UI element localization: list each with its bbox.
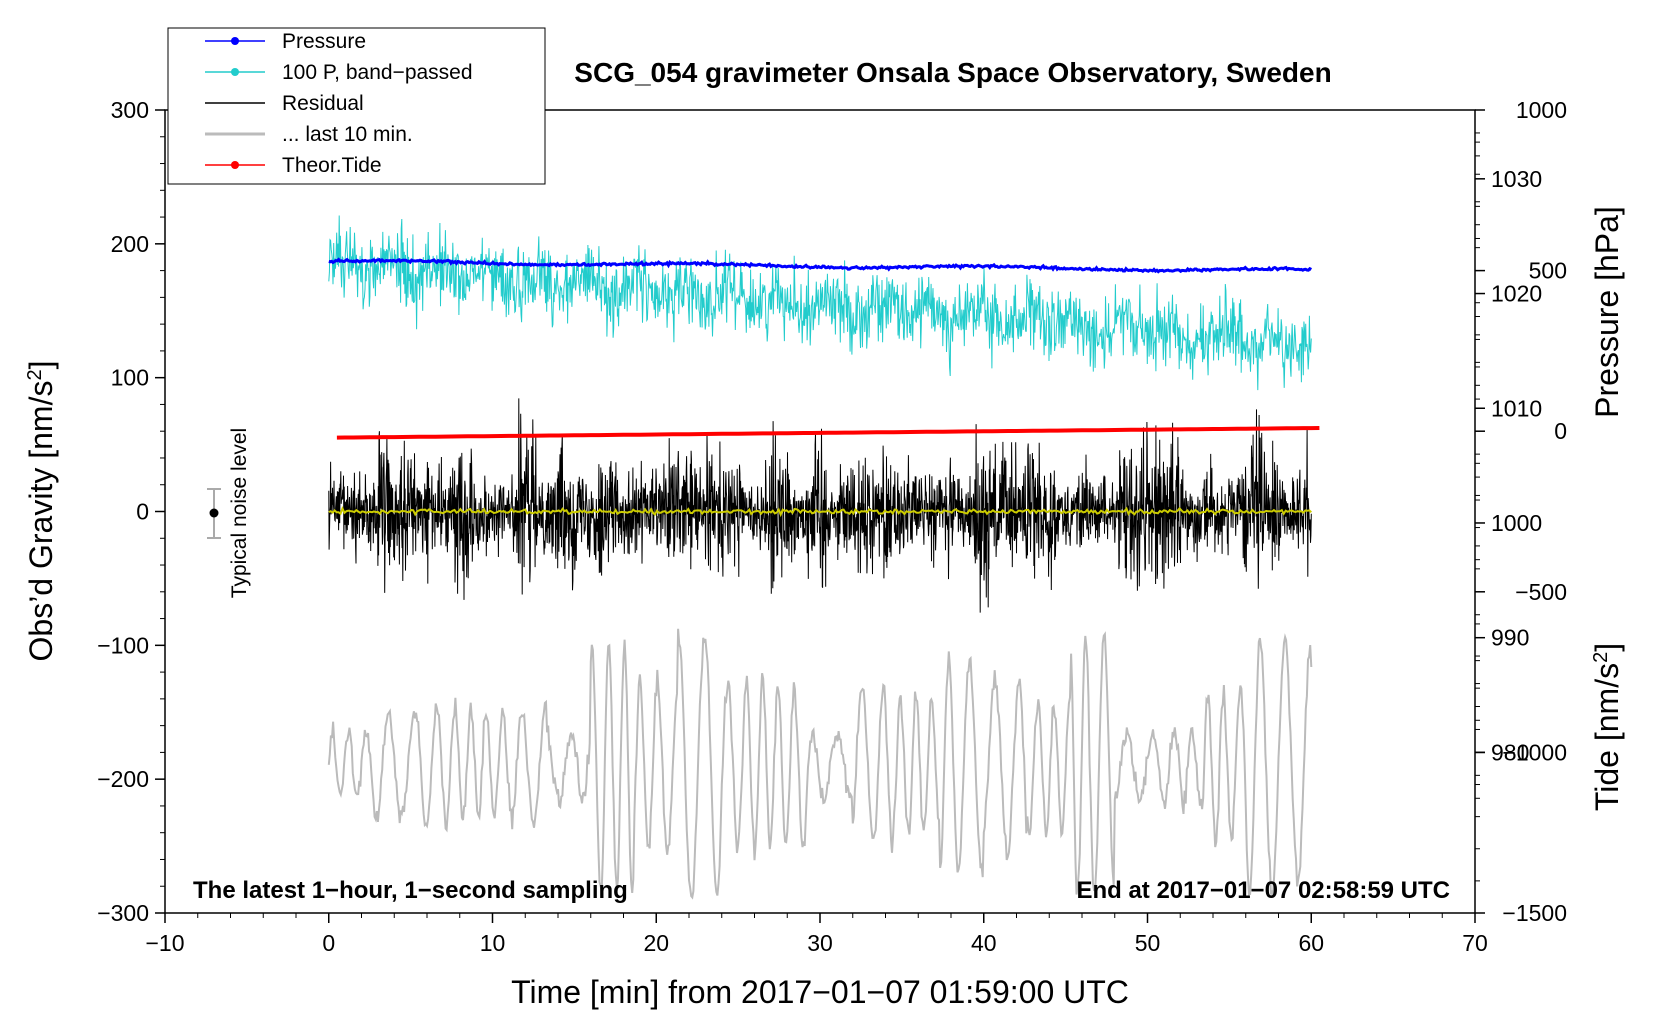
noise-bar-label: Typical noise level	[228, 428, 251, 598]
x-tick-label: 0	[322, 930, 335, 956]
tide-tick-label: −1500	[1502, 900, 1567, 926]
legend-label: Residual	[282, 92, 364, 115]
pressure-tick-label: 990	[1491, 625, 1529, 651]
x-tick-label: 40	[971, 930, 997, 956]
chart-title: SCG_054 gravimeter Onsala Space Observat…	[574, 57, 1331, 88]
pressure-tick-label: 980	[1491, 739, 1529, 765]
series-residual	[328, 398, 1312, 613]
y-tick-label: 100	[111, 365, 149, 391]
tide-tick-label: −500	[1515, 579, 1567, 605]
x-tick-label: 70	[1462, 930, 1488, 956]
annotation-sampling: The latest 1−hour, 1−second sampling	[193, 877, 628, 904]
legend-label: ... last 10 min.	[282, 123, 413, 146]
legend: Pressure 100 P, band−passed Residual ... la…	[167, 27, 546, 185]
y-axis-label-gravity: Obs’d Gravity [nm/s2]	[23, 361, 59, 662]
x-tick-label: 60	[1298, 930, 1324, 956]
y-tick-label: 200	[111, 231, 149, 257]
series-last-10-min	[327, 628, 1313, 900]
pressure-tick-label: 1020	[1491, 281, 1542, 307]
tide-tick-label: 500	[1529, 258, 1567, 284]
series-layer	[327, 215, 1320, 900]
y-tick-label: −300	[97, 900, 149, 926]
pressure-tick-label: 1030	[1491, 166, 1542, 192]
tide-tick-label: 0	[1554, 418, 1567, 444]
x-tick-label: 50	[1135, 930, 1161, 956]
x-tick-label: 10	[480, 930, 506, 956]
pressure-tick-label: 1000	[1491, 510, 1542, 536]
y-axis-label-pressure: Pressure [hPa]	[1589, 206, 1625, 418]
legend-label: Pressure	[282, 30, 366, 53]
axes-layer: −10 0 10 20 30 40 50 60 703002001000−100−200−300…	[97, 97, 1567, 956]
series-pressure	[328, 257, 1313, 274]
y-axis-label-tide: Tide [nm/s2]	[1589, 643, 1625, 811]
series-band-passed-pressure	[328, 215, 1312, 391]
y-tick-label: 0	[136, 499, 149, 525]
x-tick-label: 30	[807, 930, 833, 956]
x-tick-label: −10	[145, 930, 184, 956]
legend-box	[167, 27, 546, 185]
legend-marker	[231, 37, 239, 45]
legend-marker	[231, 161, 239, 169]
x-tick-label: 20	[643, 930, 669, 956]
legend-label: 100 P, band−passed	[282, 61, 473, 84]
tide-tick-label: −1000	[1502, 739, 1567, 765]
y-tick-label: −200	[97, 766, 149, 792]
y-tick-label: 300	[111, 97, 149, 123]
legend-marker	[231, 68, 239, 76]
x-axis-label: Time [min] from 2017−01−07 01:59:00 UTC	[511, 974, 1129, 1010]
pressure-tick-label: 1010	[1491, 395, 1542, 421]
series-residual-smoothed	[328, 505, 1312, 518]
annotation-end-time: End at 2017−01−07 02:58:59 UTC	[1076, 877, 1450, 904]
series-theoretical-tide	[336, 426, 1320, 440]
tide-tick-label: 1000	[1516, 97, 1567, 123]
legend-label: Theor.Tide	[282, 154, 382, 177]
noise-bar: Typical noise level	[207, 428, 251, 598]
y-tick-label: −100	[97, 632, 149, 658]
noise-bar-dot	[209, 508, 219, 518]
